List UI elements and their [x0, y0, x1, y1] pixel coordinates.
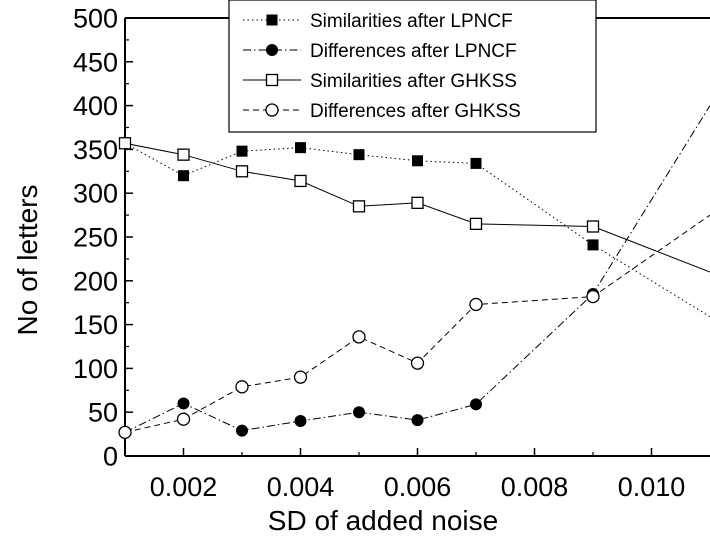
data-point [352, 200, 366, 213]
y-tick-label: 500 [73, 4, 118, 34]
x-tick-label: 0.006 [384, 472, 452, 502]
data-point [412, 155, 423, 167]
y-axis-title: No of letters [12, 185, 43, 336]
data-point [236, 145, 248, 157]
x-tick-label: 0.008 [501, 472, 569, 502]
series-line [125, 214, 710, 433]
y-tick-label: 100 [73, 354, 118, 384]
x-tick-label: 0.002 [150, 472, 218, 502]
data-point [411, 414, 424, 427]
y-tick-label: 350 [73, 135, 118, 165]
y-tick-label: 250 [73, 223, 118, 253]
y-tick-label: 150 [73, 310, 118, 340]
data-point [266, 44, 278, 56]
data-point [176, 412, 191, 426]
series-lines [125, 105, 710, 433]
data-point [353, 406, 365, 419]
y-tick-label: 0 [103, 442, 118, 472]
data-point [294, 174, 307, 188]
data-point [470, 398, 482, 411]
legend-label: Similarities after GHKSS [310, 71, 517, 92]
data-point [469, 217, 483, 231]
series-line [125, 142, 710, 318]
data-point [265, 103, 279, 117]
data-point [352, 330, 366, 344]
data-point [293, 370, 308, 384]
y-tick-label: 400 [73, 91, 118, 121]
legend-label: Differences after LPNCF [310, 41, 517, 62]
data-point [236, 424, 248, 437]
data-point [410, 356, 425, 370]
x-axis-ticks: 0.002 0.004 0.006 0.008 0.010 [150, 448, 686, 502]
data-point [294, 414, 307, 427]
data-point [353, 149, 365, 161]
data-point [470, 157, 482, 169]
y-tick-label: 450 [73, 47, 118, 77]
series-markers [118, 137, 600, 439]
data-point [295, 142, 306, 154]
data-point [177, 148, 190, 161]
data-point [587, 239, 599, 251]
y-axis-ticks: 0 50 100 150 200 250 300 350 400 450 500 [73, 4, 133, 472]
data-point [235, 380, 249, 394]
data-point [118, 425, 132, 439]
data-point [586, 220, 600, 233]
legend-box [228, 0, 597, 133]
legend: Similarities after LPNCF Differences afte… [228, 0, 597, 133]
y-tick-label: 50 [88, 398, 118, 428]
data-point [178, 170, 189, 182]
y-tick-label: 300 [73, 179, 118, 209]
x-tick-label: 0.004 [267, 472, 335, 502]
data-point [266, 14, 278, 26]
data-point [118, 137, 132, 150]
legend-label: Similarities after LPNCF [310, 11, 513, 32]
data-point [177, 397, 190, 410]
data-point [235, 165, 249, 178]
data-point [265, 73, 279, 87]
data-point [411, 196, 424, 209]
data-point [586, 289, 600, 304]
data-point [469, 297, 483, 312]
x-tick-label: 0.010 [618, 472, 686, 502]
series-line [125, 105, 710, 433]
legend-label: Differences after GHKSS [310, 101, 521, 122]
x-axis-title: SD of added noise [268, 505, 498, 536]
y-tick-label: 200 [73, 266, 118, 296]
